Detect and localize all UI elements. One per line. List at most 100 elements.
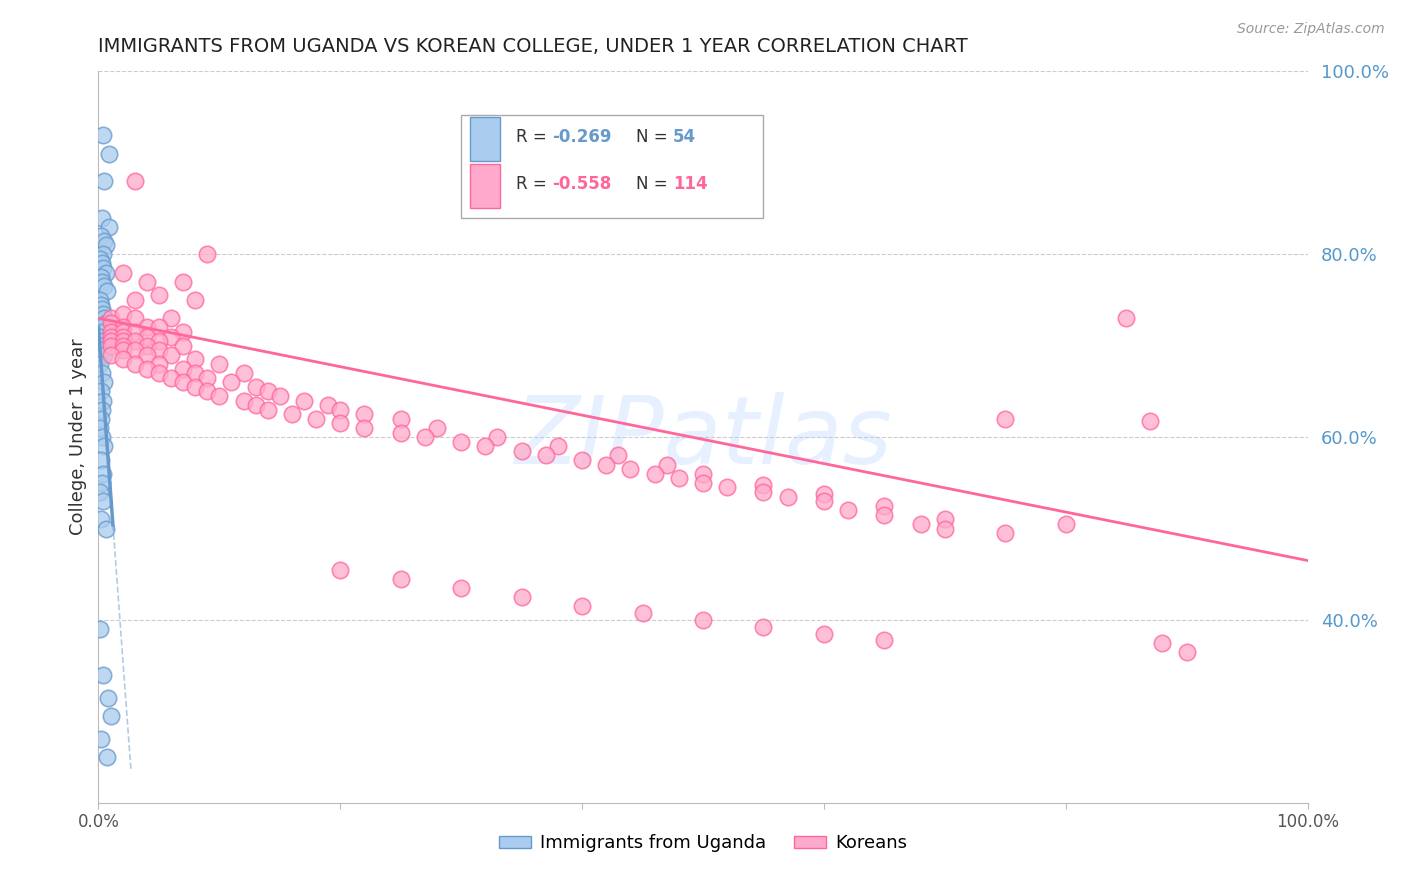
Point [184, 352, 207, 367]
Point [595, 458, 617, 472]
Point [353, 421, 375, 435]
Text: R =: R = [516, 175, 551, 194]
Point [91, 494, 114, 508]
FancyBboxPatch shape [461, 115, 763, 218]
Point [111, 266, 134, 280]
Point [96, 284, 118, 298]
Point [776, 490, 799, 504]
Point [91, 325, 114, 339]
Point [994, 412, 1017, 426]
Point [208, 357, 231, 371]
Point [124, 311, 146, 326]
Point [389, 412, 412, 426]
Point [232, 393, 254, 408]
Text: ZIPatlas: ZIPatlas [515, 392, 891, 483]
Point [90, 270, 112, 285]
Point [135, 275, 157, 289]
Point [245, 398, 267, 412]
Point [148, 357, 170, 371]
Point [135, 329, 157, 343]
Text: 54: 54 [672, 128, 696, 146]
Point [305, 412, 328, 426]
Point [329, 402, 352, 417]
Point [172, 275, 194, 289]
Point [93, 348, 115, 362]
Point [91, 667, 114, 681]
Point [91, 430, 114, 444]
Point [111, 352, 134, 367]
Point [90, 453, 112, 467]
Point [91, 467, 114, 481]
Point [510, 443, 533, 458]
Point [655, 458, 678, 472]
Point [195, 370, 218, 384]
Point [100, 348, 122, 362]
Point [89, 252, 111, 266]
Point [245, 380, 267, 394]
Point [91, 256, 114, 270]
Point [752, 484, 775, 499]
Point [94, 238, 117, 252]
Point [91, 211, 114, 225]
Point [148, 343, 170, 358]
Point [172, 339, 194, 353]
Point [135, 320, 157, 334]
Point [668, 471, 690, 485]
Point [111, 343, 134, 358]
Point [172, 375, 194, 389]
Point [90, 384, 112, 399]
Point [184, 366, 207, 380]
Point [91, 402, 114, 417]
Point [93, 311, 115, 326]
Point [89, 357, 111, 371]
Point [91, 334, 114, 348]
Point [160, 370, 183, 384]
Point [1054, 516, 1077, 531]
Text: 114: 114 [672, 175, 707, 194]
Point [100, 329, 122, 343]
Text: N =: N = [637, 175, 673, 194]
Point [98, 146, 121, 161]
Point [571, 599, 593, 614]
Point [329, 563, 352, 577]
Point [450, 434, 472, 449]
Point [111, 339, 134, 353]
Point [426, 421, 449, 435]
Point [94, 521, 117, 535]
Text: N =: N = [637, 128, 673, 146]
Point [184, 293, 207, 307]
Point [93, 234, 115, 248]
Point [692, 613, 714, 627]
Point [292, 393, 315, 408]
Point [90, 320, 112, 334]
Point [90, 229, 112, 244]
Point [100, 334, 122, 348]
Point [752, 477, 775, 491]
Point [91, 343, 114, 358]
Point [389, 425, 412, 440]
Point [148, 320, 170, 334]
Point [571, 453, 593, 467]
Point [1115, 311, 1137, 326]
Text: R =: R = [516, 128, 551, 146]
Point [172, 361, 194, 376]
Point [148, 334, 170, 348]
Point [89, 293, 111, 307]
Point [450, 581, 472, 595]
Point [100, 316, 122, 330]
Point [100, 709, 122, 723]
Point [91, 302, 114, 317]
Text: IMMIGRANTS FROM UGANDA VS KOREAN COLLEGE, UNDER 1 YEAR CORRELATION CHART: IMMIGRANTS FROM UGANDA VS KOREAN COLLEGE… [98, 37, 969, 56]
Point [148, 366, 170, 380]
Point [97, 690, 120, 705]
Point [93, 439, 115, 453]
Point [692, 475, 714, 490]
Point [111, 320, 134, 334]
Point [221, 375, 243, 389]
Point [873, 499, 896, 513]
Point [94, 266, 117, 280]
Point [184, 380, 207, 394]
Point [208, 389, 231, 403]
Point [89, 329, 111, 343]
Text: -0.269: -0.269 [551, 128, 612, 146]
